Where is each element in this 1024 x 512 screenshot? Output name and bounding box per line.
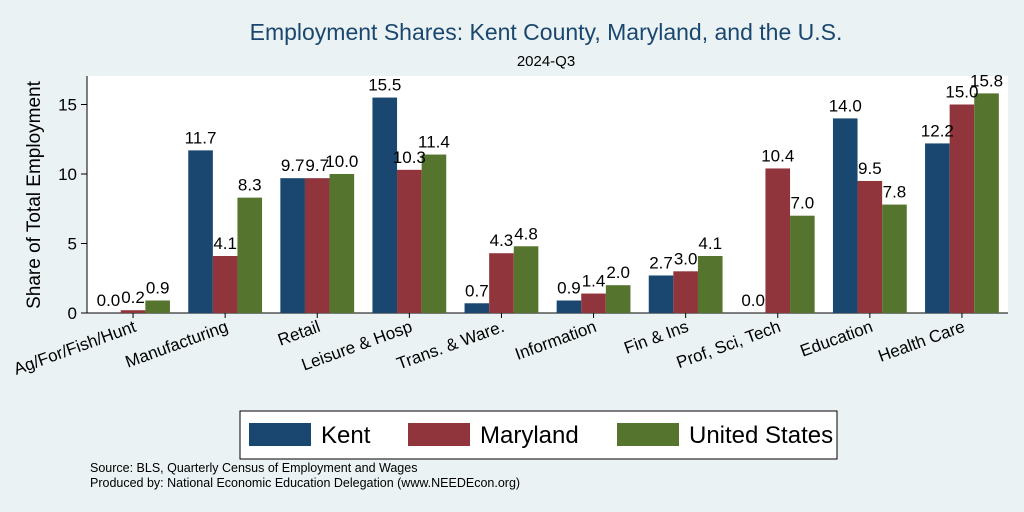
bar-value-label: 0.7 — [465, 281, 489, 300]
legend-swatch — [249, 423, 311, 446]
bar-value-label: 15.5 — [368, 76, 401, 95]
bar — [145, 300, 170, 313]
bar-value-label: 15.0 — [945, 83, 978, 102]
legend-label: Kent — [321, 422, 371, 449]
bar — [790, 215, 815, 313]
bar — [925, 143, 950, 313]
y-tick-label: 10 — [58, 165, 77, 184]
bar — [188, 150, 213, 313]
produced-by-note: Produced by: National Economic Education… — [90, 476, 521, 490]
bar — [949, 104, 975, 313]
bar — [605, 285, 631, 313]
bar-value-label: 0.9 — [146, 278, 170, 297]
bar-value-label: 4.3 — [490, 231, 514, 250]
bar-value-label: 4.1 — [698, 234, 722, 253]
bar — [237, 197, 263, 313]
bar-value-label: 9.5 — [858, 159, 882, 178]
bar — [372, 97, 398, 313]
bar — [464, 303, 490, 313]
bar-value-label: 1.4 — [582, 272, 606, 291]
bar-value-label: 12.2 — [921, 121, 954, 140]
bar — [329, 174, 355, 313]
legend-label: Maryland — [480, 422, 579, 449]
y-tick-label: 15 — [58, 96, 77, 115]
bar — [513, 246, 539, 313]
bar-value-label: 0.2 — [121, 288, 145, 307]
bar — [304, 178, 330, 313]
bar — [421, 154, 447, 313]
bar-value-label: 11.7 — [185, 128, 217, 147]
bar-value-label: 0.0 — [97, 291, 121, 310]
bar-value-label: 4.1 — [213, 234, 237, 253]
bar — [697, 256, 723, 313]
bar — [673, 271, 698, 313]
bar — [857, 180, 883, 313]
legend-swatch — [617, 423, 679, 446]
chart-title: Employment Shares: Kent County, Maryland… — [250, 19, 843, 45]
bar — [120, 310, 146, 313]
bar-value-label: 10.3 — [393, 148, 426, 167]
y-axis-ticks: 0 5 10 15 — [58, 96, 87, 323]
bar-value-label: 2.7 — [649, 253, 673, 272]
bar-value-label: 3.0 — [674, 249, 698, 268]
bar — [212, 256, 238, 313]
bar-value-label: 15.8 — [970, 71, 1003, 90]
bar-series-group — [120, 93, 999, 314]
bar-value-label: 0.9 — [557, 278, 581, 297]
y-tick-label: 0 — [68, 304, 77, 323]
bar-value-label: 2.0 — [606, 263, 630, 282]
bar-value-label: 8.3 — [238, 176, 262, 195]
bar — [832, 118, 858, 314]
bar-value-label: 10.4 — [761, 146, 794, 165]
bar-value-label: 14.0 — [829, 96, 862, 115]
bar — [882, 204, 907, 313]
value-labels-group: 0.0 0.20.911.74.18.39.7 9.710.015.510.311.… — [97, 71, 1003, 310]
bar-value-label: 10.0 — [325, 152, 358, 171]
bar-value-label: 9.7 — [281, 156, 305, 175]
bar-value-label: 0.0 — [741, 291, 765, 310]
bar — [397, 169, 422, 313]
legend: Kent Maryland United States — [239, 410, 838, 460]
bar-value-label: 4.8 — [514, 224, 538, 243]
chart-subtitle: 2024-Q3 — [517, 53, 575, 70]
bar — [648, 275, 674, 313]
legend-label: United States — [689, 422, 833, 449]
bar — [489, 253, 514, 313]
bar — [556, 300, 582, 313]
legend-box — [239, 410, 838, 460]
bar-value-label: 7.0 — [791, 194, 815, 213]
y-axis-label: Share of Total Employment — [24, 80, 45, 308]
y-tick-label: 5 — [68, 235, 77, 254]
bar — [765, 168, 791, 313]
bar — [581, 293, 606, 313]
bar — [280, 178, 305, 313]
bar-value-label: 7.8 — [883, 183, 907, 202]
bar-value-label: 11.4 — [418, 133, 450, 152]
source-note: Source: BLS, Quarterly Census of Employm… — [90, 461, 418, 475]
legend-swatch — [408, 423, 470, 446]
bar — [974, 93, 999, 313]
bar-value-label: 9.7 — [305, 156, 329, 175]
